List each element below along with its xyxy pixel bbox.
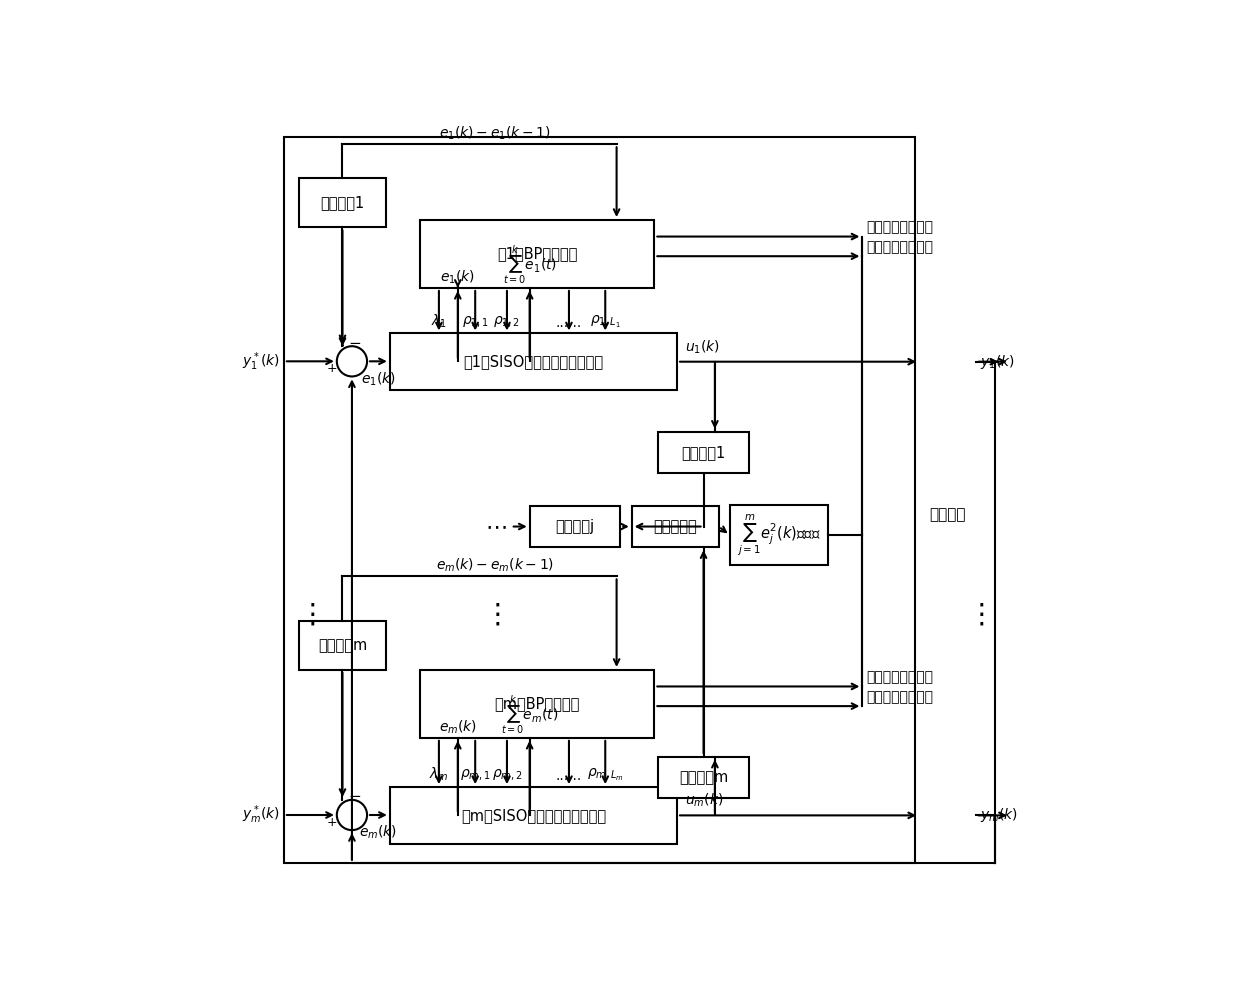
Text: $u_1(k)$: $u_1(k)$ [684,338,719,355]
Text: 梯度信息m: 梯度信息m [680,770,728,785]
Text: $\vdots$: $\vdots$ [298,601,315,629]
FancyBboxPatch shape [529,506,620,547]
FancyBboxPatch shape [658,757,749,798]
Text: $\lambda_1$: $\lambda_1$ [430,312,446,330]
Text: $u_m(k)$: $u_m(k)$ [684,791,723,809]
Text: $\rho_{m,1}$: $\rho_{m,1}$ [460,768,491,784]
Text: $\rho_{m,L_m}$: $\rho_{m,L_m}$ [587,767,624,784]
Text: −: − [348,336,361,351]
Text: $\vdots$: $\vdots$ [967,601,985,629]
Text: $\sum_{t=0}^{k}e_1(t)$: $\sum_{t=0}^{k}e_1(t)$ [502,244,557,286]
FancyBboxPatch shape [389,333,677,390]
Text: $\rho_{1,2}$: $\rho_{1,2}$ [494,314,521,330]
FancyBboxPatch shape [299,621,386,670]
Text: $\sum_{t=0}^{k}e_m(t)$: $\sum_{t=0}^{k}e_m(t)$ [501,693,558,736]
Text: 梯度信息j: 梯度信息j [556,519,594,534]
Text: 第m个BP神经网络: 第m个BP神经网络 [495,696,580,711]
Text: 系统误差1: 系统误差1 [320,195,365,210]
Text: $\rho_{1,1}$: $\rho_{1,1}$ [461,314,489,330]
Text: $e_m(k)-e_m(k-1)$: $e_m(k)-e_m(k-1)$ [435,557,554,574]
Text: $\rho_{1,L_1}$: $\rho_{1,L_1}$ [590,313,621,330]
FancyBboxPatch shape [299,179,386,228]
Text: +: + [327,816,337,829]
FancyBboxPatch shape [658,432,749,473]
Text: $y_1(k)$: $y_1(k)$ [980,353,1014,370]
FancyBboxPatch shape [631,506,719,547]
Text: ......: ...... [556,315,582,330]
Text: 第1个BP神经网络: 第1个BP神经网络 [497,246,578,261]
Text: $\sum_{j=1}^{m}e_j^2(k)$最小化: $\sum_{j=1}^{m}e_j^2(k)$最小化 [738,513,821,558]
Text: 更新隐含层权系数: 更新隐含层权系数 [866,220,934,235]
FancyBboxPatch shape [420,220,655,288]
Text: $e_m(k)$: $e_m(k)$ [360,824,398,842]
Text: 被控对象: 被控对象 [929,508,966,522]
Text: $e_m(k)$: $e_m(k)$ [439,718,477,736]
Text: 更新输出层权系数: 更新输出层权系数 [866,689,934,704]
Text: 第m个SISO偏格式无模型控制器: 第m个SISO偏格式无模型控制器 [461,808,606,823]
Text: $\vdots$: $\vdots$ [484,601,501,629]
Text: $e_1(k)-e_1(k-1)$: $e_1(k)-e_1(k-1)$ [439,125,551,142]
Text: $\cdots$: $\cdots$ [485,517,506,536]
Text: $e_1(k)$: $e_1(k)$ [440,268,475,286]
Text: $y_m^*(k)$: $y_m^*(k)$ [242,803,280,826]
FancyBboxPatch shape [389,787,677,844]
FancyBboxPatch shape [420,670,655,737]
Text: 第1个SISO偏格式无模型控制器: 第1个SISO偏格式无模型控制器 [464,355,604,369]
Text: $\rho_{m,2}$: $\rho_{m,2}$ [492,768,522,784]
Text: 更新隐含层权系数: 更新隐含层权系数 [866,670,934,684]
Text: $e_1(k)$: $e_1(k)$ [361,370,396,388]
FancyBboxPatch shape [284,136,915,862]
Text: ......: ...... [556,769,582,784]
Text: 梯度信息集: 梯度信息集 [653,519,697,534]
Text: 系统误差m: 系统误差m [317,637,367,653]
Text: $\lambda_m$: $\lambda_m$ [429,766,449,784]
Text: 梯度信息1: 梯度信息1 [682,445,725,460]
Text: −: − [348,790,361,804]
Text: $y_m(k)$: $y_m(k)$ [980,806,1018,824]
Text: 更新输出层权系数: 更新输出层权系数 [866,240,934,254]
Text: $y_1^*(k)$: $y_1^*(k)$ [242,350,280,372]
Text: +: + [327,362,337,375]
FancyBboxPatch shape [730,505,828,566]
